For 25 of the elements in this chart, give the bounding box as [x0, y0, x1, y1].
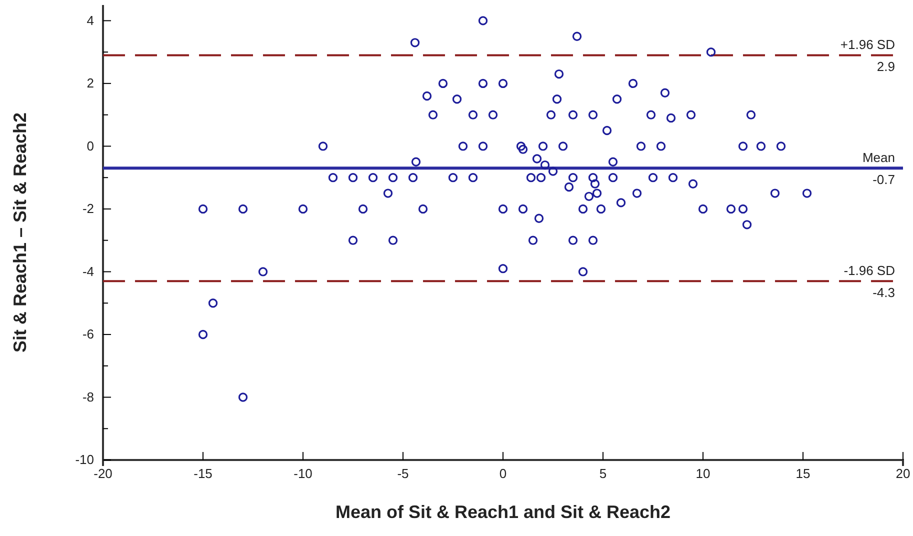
ref-line-label: +1.96 SD — [840, 37, 895, 52]
ref-line-label: Mean — [862, 150, 895, 166]
y-tick-label: -4 — [82, 264, 94, 279]
x-tick-label: 5 — [599, 466, 607, 482]
x-tick-label: -15 — [194, 466, 212, 482]
y-tick-label: 2 — [86, 76, 94, 91]
y-tick-label: -6 — [82, 326, 94, 342]
y-tick-label: -10 — [75, 452, 94, 468]
y-tick-label: -2 — [82, 201, 94, 216]
x-tick-label: -20 — [94, 466, 112, 482]
x-tick-label: 15 — [796, 466, 810, 482]
x-tick-label: 20 — [896, 466, 910, 482]
x-tick-label: -5 — [397, 466, 409, 482]
annotation: -4.3 — [872, 285, 895, 300]
x-tick-label: 10 — [696, 466, 710, 482]
x-axis-title: Mean of Sit & Reach1 and Sit & Reach2 — [335, 502, 671, 522]
x-tick-label: 0 — [499, 466, 507, 482]
y-axis-title: Sit & Reach1 – Sit & Reach2 — [10, 112, 30, 353]
y-tick-label: 0 — [86, 138, 94, 154]
y-tick-label: 4 — [86, 12, 94, 28]
y-tick-label: -8 — [82, 389, 94, 404]
annotation: -0.7 — [872, 172, 895, 188]
ref-line-label: -1.96 SD — [844, 263, 895, 278]
annotation: 2.9 — [876, 59, 895, 74]
x-tick-label: -10 — [294, 466, 312, 482]
